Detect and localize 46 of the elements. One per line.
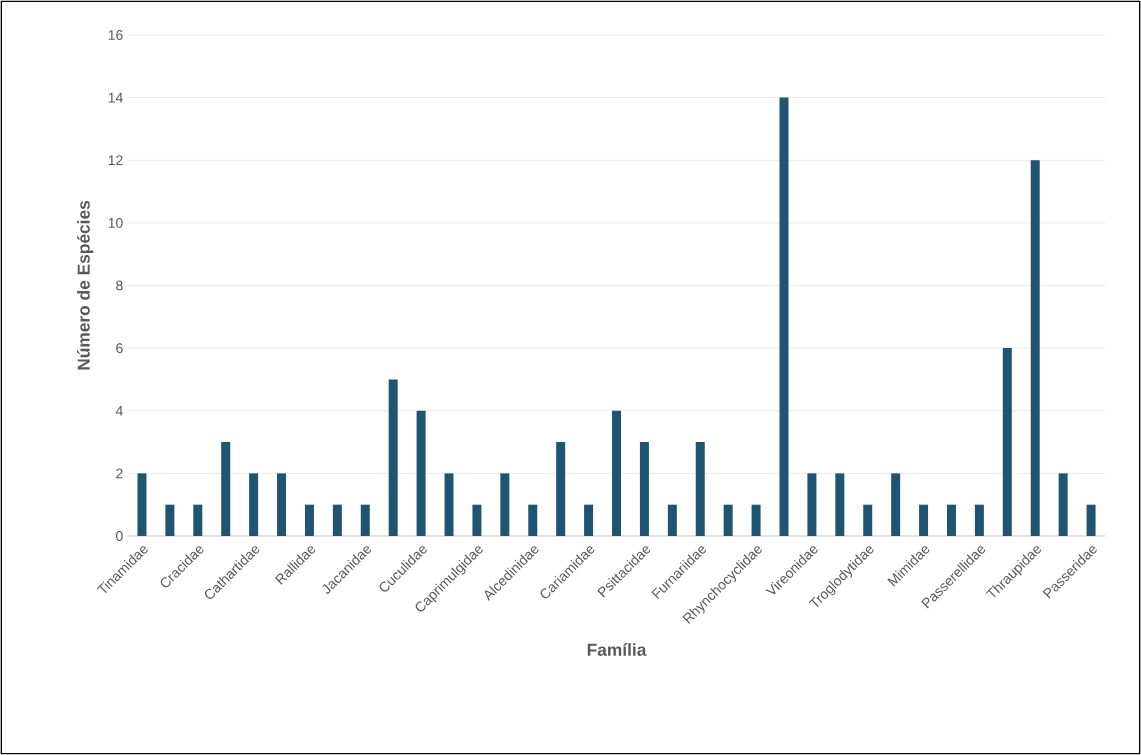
y-tick-label: 10: [108, 217, 123, 228]
bar: [221, 442, 231, 536]
y-tick-label: 8: [116, 280, 123, 291]
bar: [193, 504, 203, 536]
y-tick-label: 12: [108, 155, 123, 166]
y-tick-label: 0: [116, 531, 123, 541]
bar: [444, 473, 454, 536]
bar: [891, 473, 901, 536]
bar: [695, 442, 705, 536]
y-tick-label: 4: [115, 405, 123, 416]
bar: [779, 97, 789, 536]
bar: [1002, 348, 1012, 536]
bar: [974, 504, 984, 536]
bar: [332, 504, 342, 536]
y-tick-label: 14: [108, 92, 123, 103]
bar: [528, 504, 538, 536]
bar: [835, 473, 845, 536]
bar: [304, 504, 314, 536]
bar: [277, 473, 287, 536]
y-tick-label: 2: [116, 468, 123, 479]
y-axis-title: Número de Espécies: [76, 200, 94, 370]
bar: [249, 473, 259, 536]
bar: [667, 504, 677, 536]
bar: [584, 504, 594, 536]
bar: [360, 504, 370, 536]
bar: [1086, 504, 1096, 536]
bar: [863, 504, 873, 536]
bar: [416, 410, 426, 536]
y-tick-label: 6: [116, 343, 123, 354]
bar: [500, 473, 510, 536]
bar: [946, 504, 956, 536]
bar: [639, 442, 649, 536]
bar: [556, 442, 566, 536]
y-tick-label: 16: [108, 30, 123, 40]
bar: [1058, 473, 1068, 536]
bar: [1030, 160, 1040, 536]
bar: [751, 504, 761, 536]
bar: [807, 473, 817, 536]
bar: [472, 504, 482, 536]
bar: [612, 410, 622, 536]
bar: [165, 504, 175, 536]
bar: [388, 379, 398, 536]
bar: [919, 504, 929, 536]
x-axis-title: Família: [587, 643, 647, 656]
bar: [723, 504, 733, 536]
bar: [137, 473, 147, 536]
